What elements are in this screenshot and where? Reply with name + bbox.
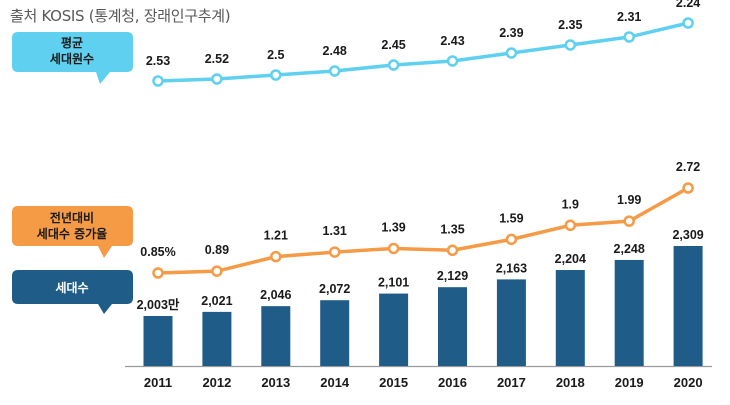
source-note: 출처 KOSIS (통계청, 장래인구추계)	[10, 7, 231, 25]
rate-point-2017	[505, 233, 518, 246]
rate-line	[156, 186, 690, 275]
avg-line	[156, 21, 690, 83]
rate-label-2011: 0.85%	[140, 245, 175, 259]
bar-2015	[379, 293, 409, 366]
bar-2013	[261, 306, 291, 366]
avg-label-2014: 2.48	[323, 44, 347, 58]
x-tick-2011: 2011	[144, 375, 172, 390]
rate-label-2016: 1.35	[440, 222, 464, 236]
callout-avg-line1: 평균	[61, 36, 83, 50]
rate-label-2019: 1.99	[617, 193, 641, 207]
rate-point-2018	[564, 219, 577, 232]
bar-2016	[438, 287, 467, 366]
bar-2017	[496, 279, 526, 366]
rate-point-2013	[270, 250, 282, 263]
avg-point-2012	[211, 73, 223, 85]
callout-household-change-rate: 전년대비 세대수 증가율	[12, 206, 133, 258]
avg-label-2013: 2.5	[267, 48, 284, 62]
avg-label-2015: 2.45	[381, 38, 405, 52]
avg-point-2017	[505, 47, 518, 59]
callout-household-count: 세대수	[12, 270, 133, 314]
x-tick-2014: 2014	[320, 375, 350, 390]
rate-label-2014: 1.31	[323, 224, 347, 238]
bar-label-2016: 2,129	[437, 269, 468, 283]
callout-household-count-shape	[12, 270, 133, 314]
bar-label-2013: 2,046	[260, 288, 291, 302]
rate-point-2014	[328, 246, 341, 258]
bar-2012	[202, 311, 232, 366]
x-tick-2020: 2020	[674, 375, 703, 390]
bar-2019	[614, 259, 644, 366]
line-series-change-rate: 0.85% 0.89 1.21 1.31 1.39 1.35 1.59 1.9 1.99 2.72	[140, 160, 700, 279]
rate-label-2020: 2.72	[676, 160, 700, 174]
x-axis-ticks: 2011 2012 2013 2014 2015 2016 2017 2018 2019 2020	[144, 375, 703, 390]
bar-2020	[673, 246, 703, 366]
avg-point-2013	[270, 69, 282, 81]
avg-label-2020: 2.24	[676, 0, 700, 10]
rate-label-2015: 1.39	[381, 220, 405, 234]
bar-series-household-count	[143, 246, 703, 366]
avg-label-2011: 2.53	[146, 54, 170, 68]
callout-household-change-rate-shape	[12, 206, 133, 258]
line-series-avg-members: 2.53 2.52 2.5 2.48 2.45 2.43 2.39 2.35 2.31 2.24	[146, 0, 700, 87]
bar-label-2017: 2,163	[496, 261, 527, 275]
bar-labels: 2,003만 2,021 2,046 2,072 2,101 2,129 2,163 2,20…	[137, 228, 704, 312]
rate-label-2018: 1.9	[562, 197, 579, 211]
bar-2014	[320, 300, 350, 366]
avg-label-2012: 2.52	[205, 52, 229, 66]
bar-label-2019: 2,248	[614, 242, 645, 256]
rate-label-2012: 0.89	[205, 243, 229, 257]
callout-avg-household-members-shape	[12, 32, 133, 84]
callout-rate-line1: 전년대비	[50, 210, 94, 225]
rate-point-2012	[211, 265, 223, 277]
avg-label-2018: 2.35	[558, 18, 582, 32]
rate-label-2017: 1.59	[499, 211, 523, 225]
rate-point-2016	[446, 244, 459, 257]
callout-avg-household-members: 평균 세대원수	[12, 32, 133, 84]
rate-point-2020	[682, 182, 694, 194]
bar-label-2020: 2,309	[672, 228, 703, 242]
x-tick-2015: 2015	[379, 375, 408, 390]
bar-label-2012: 2,021	[201, 294, 232, 308]
bar-label-2018: 2,204	[555, 252, 586, 266]
avg-point-2018	[564, 39, 577, 51]
bar-label-2011: 2,003만	[137, 297, 180, 312]
x-tick-2019: 2019	[615, 375, 644, 390]
avg-point-2019	[623, 31, 635, 43]
x-tick-2012: 2012	[202, 375, 231, 390]
avg-point-2014	[328, 65, 341, 77]
x-tick-2013: 2013	[261, 375, 290, 390]
callout-count-line1: 세대수	[55, 280, 88, 295]
avg-point-2011	[152, 75, 164, 87]
avg-label-2016: 2.43	[440, 34, 464, 48]
rate-point-2011	[152, 267, 164, 279]
x-tick-2018: 2018	[556, 375, 585, 390]
avg-point-2016	[446, 55, 459, 67]
rate-label-2013: 1.21	[264, 229, 288, 243]
rate-point-2015	[387, 242, 400, 255]
avg-point-2015	[387, 59, 400, 71]
bar-2018	[555, 270, 585, 366]
avg-point-2020	[682, 17, 694, 29]
callout-avg-line2: 세대원수	[50, 51, 94, 66]
avg-label-2019: 2.31	[617, 10, 641, 24]
callout-rate-line2: 세대수 증가율	[37, 226, 107, 241]
x-tick-2017: 2017	[497, 375, 526, 390]
bar-label-2015: 2,101	[378, 276, 409, 290]
avg-label-2017: 2.39	[499, 26, 523, 40]
bar-label-2014: 2,072	[319, 282, 350, 296]
bar-2011	[143, 316, 173, 366]
x-tick-2016: 2016	[438, 375, 467, 390]
rate-point-2019	[623, 215, 635, 227]
